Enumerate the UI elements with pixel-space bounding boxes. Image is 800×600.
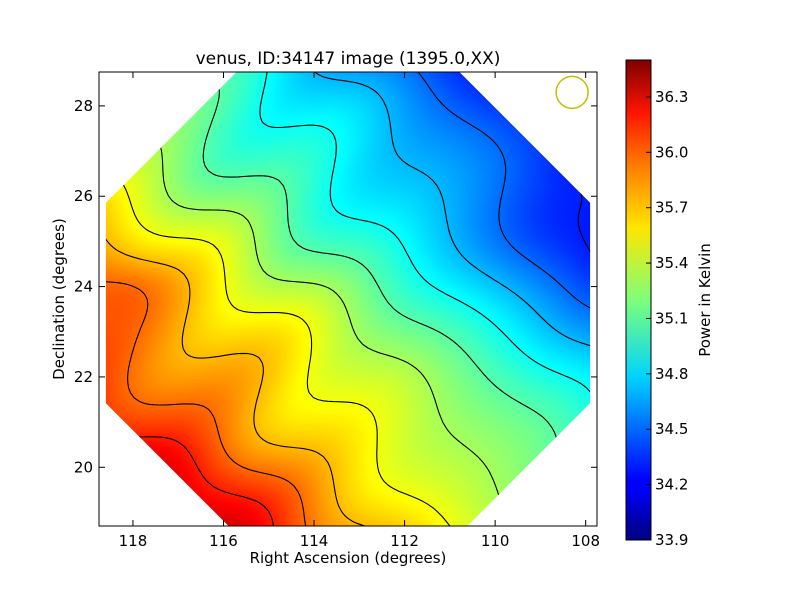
colorbar-ticks: 33.9 34.2 34.5 34.8 35.1 35.4 35.7 36.0 36.3 bbox=[646, 88, 688, 549]
plot-frame bbox=[98, 71, 598, 527]
x-tick-label: 116 bbox=[209, 532, 238, 550]
x-tick-label: 118 bbox=[119, 532, 148, 550]
contour-line bbox=[417, 71, 591, 312]
y-tick-label: 24 bbox=[74, 278, 93, 296]
contour-line bbox=[105, 124, 517, 527]
contour-line bbox=[105, 168, 451, 527]
x-tick-label: 114 bbox=[300, 532, 329, 550]
colorbar-tick-label: 36.0 bbox=[655, 143, 688, 161]
y-tick-label: 22 bbox=[74, 368, 93, 386]
colorbar-tick-label: 35.4 bbox=[655, 254, 688, 272]
plot-area: 118 116 114 112 110 108 20 22 24 26 28 bbox=[74, 71, 600, 550]
y-tick-label: 26 bbox=[74, 187, 93, 205]
y-axis-ticks: 20 22 24 26 28 bbox=[74, 97, 597, 476]
y-tick-label: 28 bbox=[74, 97, 93, 115]
x-axis-ticks: 118 116 114 112 110 108 bbox=[119, 72, 600, 550]
colorbar-tick-label: 33.9 bbox=[655, 531, 688, 549]
contour-lines bbox=[105, 71, 591, 527]
x-tick-label: 108 bbox=[571, 532, 600, 550]
colorbar: 33.9 34.2 34.5 34.8 35.1 35.4 35.7 36.0 36.3 Pow… bbox=[625, 59, 714, 549]
colorbar-tick-label: 36.3 bbox=[655, 88, 688, 106]
colorbar-tick-label: 34.8 bbox=[655, 365, 688, 383]
contour-line bbox=[314, 71, 591, 349]
contour-line bbox=[105, 464, 181, 527]
colorbar-tick-label: 34.2 bbox=[655, 476, 688, 494]
x-axis-label: Right Ascension (degrees) bbox=[250, 549, 447, 567]
contour-line bbox=[105, 280, 307, 527]
colorbar-tick-label: 34.5 bbox=[655, 420, 688, 438]
x-tick-label: 110 bbox=[481, 532, 510, 550]
colorbar-label: Power in Kelvin bbox=[696, 243, 714, 357]
beam-marker bbox=[555, 75, 589, 110]
contour-line bbox=[105, 226, 365, 527]
chart-title: venus, ID:34147 image (1395.0,XX) bbox=[196, 49, 501, 69]
contour-line bbox=[259, 71, 591, 403]
colorbar-tick-label: 35.1 bbox=[655, 309, 688, 327]
y-axis-label: Declination (degrees) bbox=[50, 218, 68, 380]
contour-line bbox=[548, 71, 591, 122]
colorbar-gradient bbox=[625, 59, 652, 541]
heatmap-image bbox=[105, 72, 591, 526]
colorbar-tick-label: 35.7 bbox=[655, 199, 688, 217]
x-tick-label: 112 bbox=[390, 532, 419, 550]
y-tick-label: 20 bbox=[74, 458, 93, 476]
